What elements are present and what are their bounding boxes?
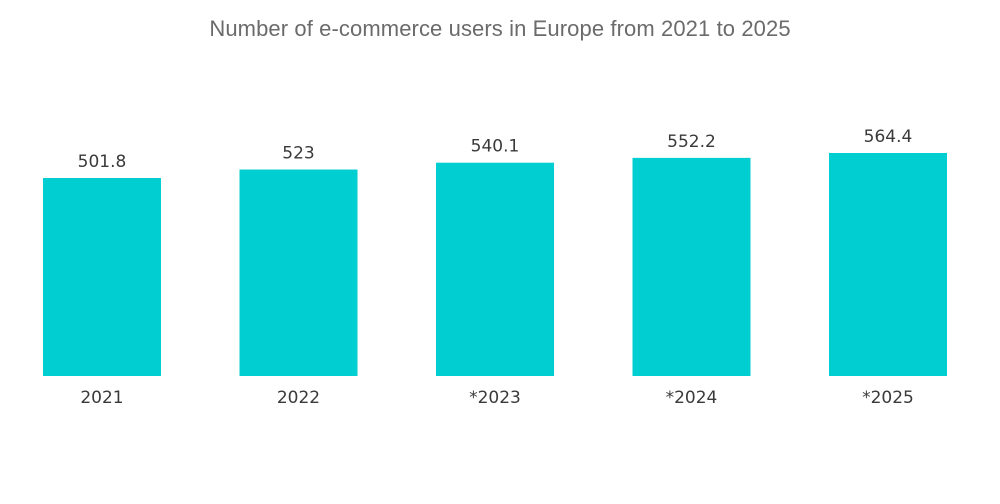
bar-2022 [239, 169, 358, 376]
bar-est-2024 [632, 157, 751, 376]
x-tick-label-2022: 2022 [277, 388, 320, 408]
bar-est-2023 [436, 162, 554, 376]
value-label-est-2024: 552.2 [667, 132, 716, 152]
value-label-est-2025: 564.4 [864, 127, 913, 147]
x-tick-label-est-2023: *2023 [469, 388, 521, 408]
value-label-2022: 523 [282, 144, 314, 164]
x-tick-label-est-2024: *2024 [666, 388, 718, 408]
bar-2021 [43, 178, 161, 376]
value-label-est-2023: 540.1 [471, 137, 520, 157]
x-tick-label-est-2025: *2025 [862, 388, 914, 408]
bar-est-2025 [829, 153, 947, 376]
bars-group [43, 153, 947, 376]
chart-title: Number of e-commerce users in Europe fro… [209, 16, 791, 41]
value-labels-group: 501.8 523 540.1 552.2 564.4 [78, 127, 913, 172]
value-label-2021: 501.8 [78, 152, 127, 172]
tick-labels-group: 2021 2022 *2023 *2024 *2025 [80, 388, 914, 408]
x-tick-label-2021: 2021 [80, 388, 123, 408]
